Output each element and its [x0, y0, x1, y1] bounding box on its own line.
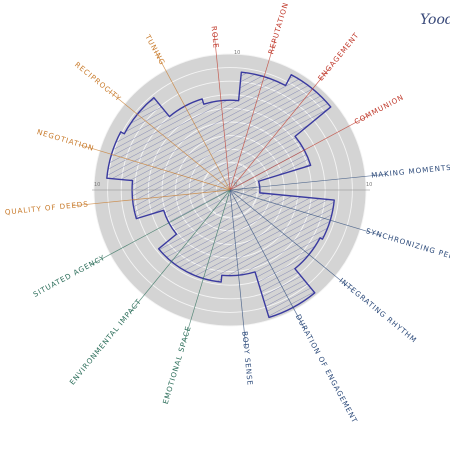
tick-label: 10: [366, 182, 372, 188]
sector-label: BODY SENSE: [240, 331, 254, 387]
sector-label: RECIPROCITY: [73, 60, 123, 103]
spoke-line: [229, 189, 353, 291]
tick-label: 0: [234, 182, 237, 188]
spoke-line: [129, 189, 231, 313]
sector-label: TUNING: [143, 32, 167, 67]
sector-label: REPUTATION: [266, 1, 290, 55]
spoke-line: [107, 89, 231, 191]
sector-label: NEGOTIATION: [36, 127, 96, 153]
spoke-line: [229, 67, 331, 191]
sector-label: INTEGRATING RHYTHM: [337, 276, 418, 345]
spoke-line: [229, 38, 276, 191]
sector-label: QUALITY OF DEEDS: [4, 199, 89, 216]
tick-label: 10: [234, 50, 240, 56]
sector-label: MAKING MOMENTS TO S: [371, 160, 450, 179]
sector-label: ROLE: [210, 26, 221, 50]
sector-label: EMOTIONAL SPACE: [161, 325, 193, 406]
spoke-line: [184, 189, 231, 342]
spoke-line: [229, 189, 247, 348]
spoke-line: [78, 144, 231, 191]
sector-label: COMMUNION: [353, 92, 406, 126]
spoke-line: [213, 32, 231, 191]
sector-label: DURATION OF ENGAGEMENT: [294, 313, 360, 425]
sector-label: SYNCHRONIZING PERFORMANCE: [365, 226, 450, 275]
tick-label: 10: [94, 182, 100, 188]
sector-label: SITUATED AGENCY: [32, 253, 107, 299]
logo-text: Yood: [420, 12, 450, 28]
spoke-line: [229, 189, 382, 236]
spoke-line: [229, 114, 370, 191]
tick-labels: 0 10 10 10: [94, 50, 372, 188]
sector-label: ENGAGEMENT: [316, 30, 361, 82]
spoke-line: [229, 173, 388, 191]
spoke-line: [90, 189, 231, 266]
spoke-line: [72, 189, 231, 207]
sector-label: ENVIRONMENTAL IMPACT: [68, 297, 144, 387]
spoke-lines: [72, 32, 388, 348]
spoke-line: [154, 50, 231, 191]
spoke-line: [229, 189, 306, 330]
